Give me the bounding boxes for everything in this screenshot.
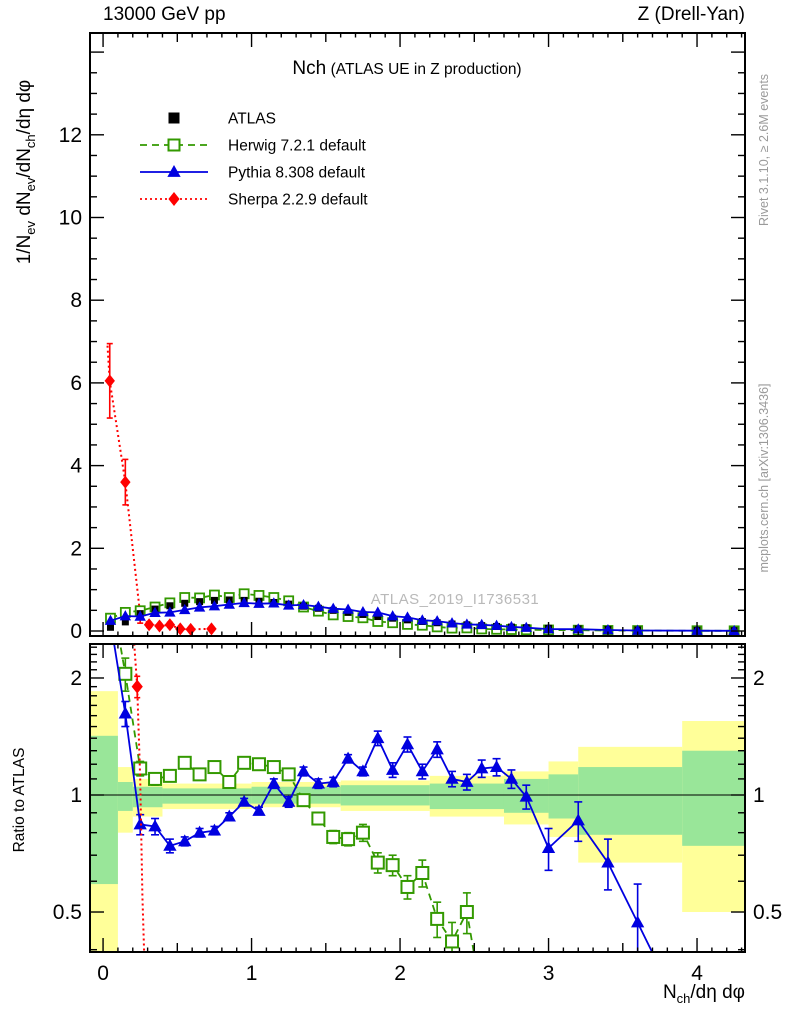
legend-label: Sherpa 2.2.9 default (228, 192, 368, 209)
main-panel-frame (89, 32, 746, 637)
legend: ATLAS Herwig 7.2.1 default Pythia 8.308 de… (140, 111, 368, 209)
beam-info: 13000 GeV pp (103, 4, 226, 25)
svg-text:2: 2 (753, 667, 765, 690)
series-pythia-main (104, 596, 740, 636)
y-axis-label: 1/Nev dNev/dNch/dη dφ (14, 79, 38, 265)
plot-title: Nch (ATLAS UE in Z production) (292, 58, 521, 80)
svg-text:6: 6 (70, 372, 82, 395)
ratio-panel-frame (89, 643, 746, 953)
series-herwig-ratio (118, 657, 474, 952)
series-sherpa-main (104, 342, 217, 636)
svg-text:2: 2 (394, 962, 406, 985)
series-herwig-main (105, 588, 740, 636)
svg-text:4: 4 (70, 455, 82, 478)
svg-text:2: 2 (70, 537, 82, 560)
ratio-axis-label: Ratio to ATLAS (11, 747, 28, 853)
svg-text:1: 1 (753, 784, 765, 807)
axis-ticks (90, 33, 745, 952)
svg-text:0: 0 (97, 962, 109, 985)
svg-text:12: 12 (59, 124, 82, 147)
title-detail: (ATLAS UE in Z production) (330, 61, 522, 78)
series-sherpa-main-line (106, 345, 212, 631)
legend-item-herwig: Herwig 7.2.1 default (140, 138, 367, 155)
legend-item-pythia: Pythia 8.308 default (140, 165, 366, 182)
svg-text:3: 3 (543, 962, 555, 985)
series-sherpa-ratio-line (133, 644, 146, 952)
svg-text:0.5: 0.5 (753, 901, 782, 924)
svg-text:8: 8 (70, 289, 82, 312)
observable-name: Nch (292, 58, 327, 79)
svg-text:0.5: 0.5 (53, 901, 82, 924)
svg-text:10: 10 (59, 207, 82, 230)
x-axis-label: Nch/dη dφ (662, 982, 745, 1006)
series-sherpa-ratio (131, 675, 143, 699)
svg-text:4: 4 (691, 962, 703, 985)
legend-label: Pythia 8.308 default (228, 165, 366, 182)
legend-label: ATLAS (228, 111, 276, 128)
svg-text:0: 0 (70, 620, 82, 643)
mcplots-note: mcplots.cern.ch [arXiv:1306.3436] (757, 383, 771, 573)
analysis-id-watermark: ATLAS_2019_I1736531 (370, 591, 540, 608)
svg-text:1: 1 (70, 784, 82, 807)
ratio-band-stat (90, 735, 745, 885)
rivet-version-note: Rivet 3.1.10, ≥ 2.6M events (757, 73, 771, 227)
svg-text:1: 1 (246, 962, 258, 985)
svg-text:2: 2 (70, 667, 82, 690)
legend-label: Herwig 7.2.1 default (228, 138, 367, 155)
series-pythia-ratio-line (113, 644, 654, 952)
legend-item-sherpa: Sherpa 2.2.9 default (140, 192, 368, 209)
series-pythia-ratio (118, 700, 645, 952)
process-info: Z (Drell-Yan) (637, 4, 745, 25)
legend-item-atlas: ATLAS (168, 111, 276, 128)
